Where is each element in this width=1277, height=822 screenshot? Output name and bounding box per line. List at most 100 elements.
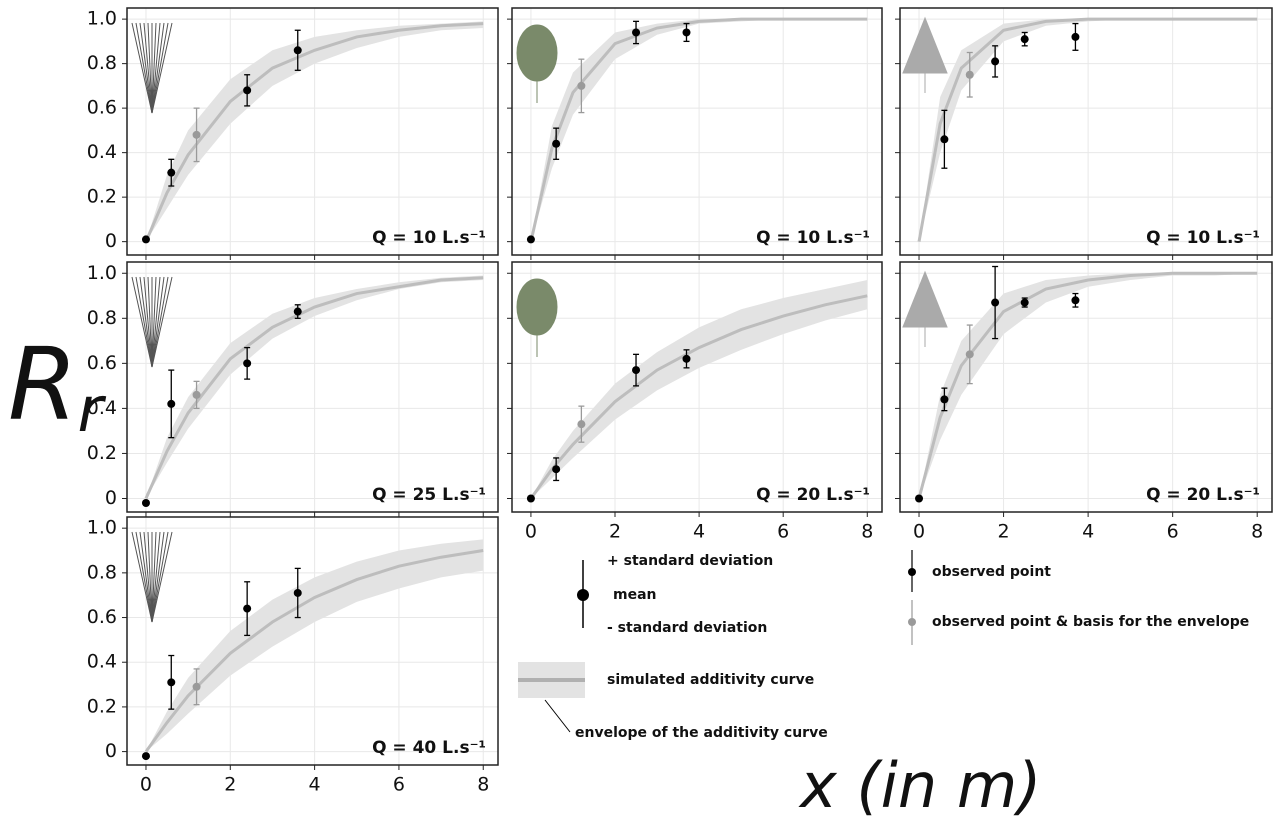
- legend-mean-dot: [577, 589, 589, 601]
- y-tick-label: 1.0: [87, 517, 117, 539]
- plant-icon: [516, 24, 558, 103]
- legend-text: mean: [613, 587, 657, 603]
- plot-background: [512, 8, 882, 255]
- x-tick-label: 8: [477, 774, 489, 796]
- data-point: [682, 28, 691, 37]
- plant-blade: [151, 22, 173, 114]
- annotation: Q = 20 L.s⁻¹: [1146, 485, 1260, 505]
- x-tick-label: 6: [393, 774, 405, 796]
- x-tick-label: 4: [693, 521, 705, 543]
- x-tick-label: 8: [1251, 521, 1263, 543]
- data-point: [940, 395, 949, 404]
- plot-frame: [126, 7, 499, 256]
- data-point: [577, 420, 586, 429]
- additivity-curve: [529, 294, 868, 500]
- data-point: [167, 678, 176, 687]
- y-tick-label: 0.6: [87, 97, 117, 119]
- x-tick-label: 2: [224, 774, 236, 796]
- data-point: [243, 604, 252, 613]
- y-tick-label: 1.0: [87, 262, 117, 284]
- plant-blade: [135, 276, 153, 368]
- plot-frame: [511, 261, 883, 513]
- y-axis-label: Rr: [8, 326, 106, 446]
- data-point: [915, 494, 924, 503]
- y-tick-label: 0.2: [87, 695, 117, 717]
- data-point: [192, 130, 201, 139]
- plot-frame: [126, 516, 499, 766]
- plant-blade: [131, 22, 153, 114]
- additivity-curve: [917, 271, 1258, 499]
- x-tick-label: 8: [861, 521, 873, 543]
- plot-frame: [899, 7, 1273, 256]
- data-point: [991, 298, 1000, 307]
- plant-blade: [139, 276, 153, 368]
- plant-blade: [151, 531, 169, 623]
- annotation: Q = 25 L.s⁻¹: [372, 485, 486, 505]
- data-point: [293, 307, 302, 316]
- plant-blade: [151, 22, 157, 114]
- additivity-curve: [144, 22, 484, 243]
- x-tick-label: 6: [1167, 521, 1179, 543]
- envelope: [145, 21, 484, 242]
- data-point: [293, 46, 302, 55]
- envelope: [919, 273, 1258, 499]
- plant-icon: [516, 278, 558, 357]
- plant-blade: [135, 22, 153, 114]
- y-tick-label: 0.8: [87, 561, 117, 583]
- data-point: [965, 350, 974, 359]
- data-point: [552, 139, 561, 148]
- legend-pointer: [544, 699, 571, 733]
- plant-blade: [151, 276, 157, 368]
- plant-blade: [147, 276, 153, 368]
- legend-text: observed point & basis for the envelope: [932, 614, 1249, 630]
- y-tick-label: 1.0: [87, 8, 117, 30]
- plant-blade: [147, 22, 153, 114]
- plant-blade: [135, 531, 153, 623]
- data-point: [526, 494, 535, 503]
- plant-icon: [902, 16, 948, 93]
- x-axis-label: x (in m): [798, 749, 1041, 822]
- plant-blade: [147, 531, 153, 623]
- annotation: Q = 10 L.s⁻¹: [372, 228, 486, 248]
- x-tick-label: 6: [777, 521, 789, 543]
- y-label-sub: r: [77, 373, 106, 446]
- data-point: [243, 86, 252, 95]
- plot-frame: [126, 261, 499, 513]
- y-label-main: R: [8, 326, 77, 443]
- data-point: [940, 135, 949, 144]
- y-tick-label: 0.4: [87, 651, 117, 673]
- legend-text: observed point: [932, 564, 1051, 580]
- annotation: Q = 40 L.s⁻¹: [372, 738, 486, 758]
- plant-blade: [151, 276, 161, 368]
- data-point: [632, 366, 641, 375]
- plot-frame: [899, 261, 1273, 513]
- x-tick-label: 2: [998, 521, 1010, 543]
- data-point: [632, 28, 641, 37]
- annotation: Q = 10 L.s⁻¹: [1146, 228, 1260, 248]
- y-tick-label: 0.8: [87, 307, 117, 329]
- plant-blade: [143, 22, 153, 114]
- data-point: [526, 235, 535, 244]
- data-point: [991, 57, 1000, 66]
- x-tick-label: 0: [525, 521, 537, 543]
- y-tick-label: 0.8: [87, 52, 117, 74]
- data-point: [167, 399, 176, 408]
- data-point: [141, 235, 150, 244]
- plant-blade: [151, 276, 165, 368]
- plant-blade: [151, 531, 173, 623]
- data-point: [293, 588, 302, 597]
- y-tick-label: 0.2: [87, 442, 117, 464]
- data-point: [1020, 35, 1029, 44]
- plant-blade: [151, 22, 161, 114]
- legend-text: - standard deviation: [607, 620, 767, 636]
- y-tick-label: 0.4: [87, 397, 117, 419]
- plant-blade: [143, 276, 153, 368]
- x-tick-label: 0: [140, 774, 152, 796]
- plant-crown: [516, 278, 558, 336]
- data-point: [141, 752, 150, 761]
- data-point: [682, 354, 691, 363]
- data-point: [167, 168, 176, 177]
- legend-text: envelope of the additivity curve: [575, 725, 828, 741]
- additivity-curve: [529, 17, 868, 242]
